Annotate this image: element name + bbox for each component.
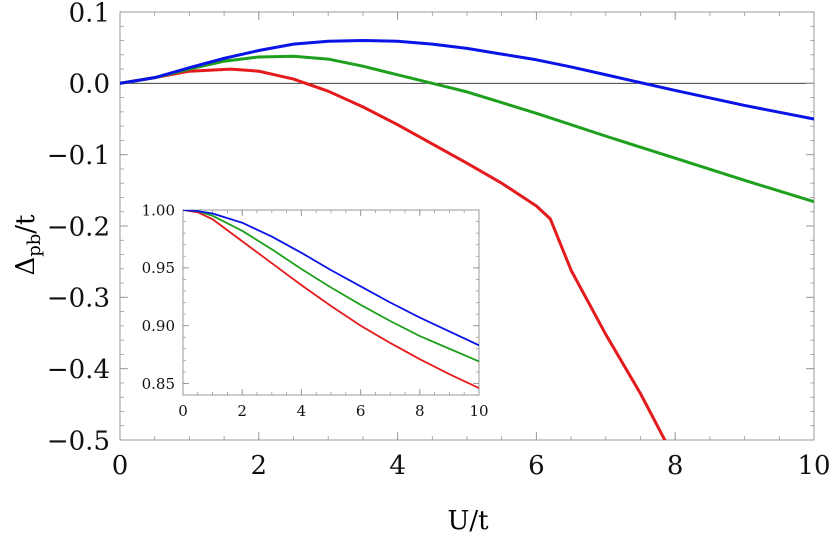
main-series-line-2 bbox=[120, 39, 814, 121]
main-x-tick-label: 0 bbox=[112, 451, 129, 481]
inset-x-tick-label: 0 bbox=[178, 402, 188, 420]
inset-x-tick-label: 6 bbox=[356, 402, 366, 420]
main-y-tick-label: −0.2 bbox=[47, 212, 110, 242]
inset-y-tick-label: 0.85 bbox=[142, 375, 175, 393]
main-y-tick-label: −0.3 bbox=[47, 284, 110, 314]
inset-series-group bbox=[183, 210, 479, 389]
inset-series-line-1 bbox=[183, 210, 479, 363]
main-y-tick-label: 0.0 bbox=[69, 70, 110, 100]
main-x-tick-label: 2 bbox=[251, 451, 268, 481]
main-y-tick-label: −0.5 bbox=[47, 426, 110, 456]
y-axis-label-subscript: pb bbox=[24, 234, 45, 257]
y-axis-label-main: Δ bbox=[11, 257, 41, 276]
main-x-tick-label: 4 bbox=[389, 451, 406, 481]
main-y-tick-label: 0.1 bbox=[69, 0, 110, 28]
inset-series-line-2 bbox=[183, 210, 479, 347]
main-x-tick-label: 6 bbox=[528, 451, 545, 481]
inset-x-tick-label: 10 bbox=[469, 402, 488, 420]
main-y-tick-label: −0.4 bbox=[47, 355, 110, 385]
main-x-tick-label: 8 bbox=[667, 451, 684, 481]
inset-x-tick-label: 2 bbox=[237, 402, 247, 420]
main-series-line-1 bbox=[120, 54, 814, 204]
y-axis-label-tail: /t bbox=[11, 214, 41, 234]
inset-x-tick-label: 4 bbox=[297, 402, 307, 420]
main-series-line-0 bbox=[120, 67, 667, 440]
y-axis-label: Δpb/t bbox=[11, 214, 45, 276]
x-axis-label: U/t bbox=[447, 506, 489, 535]
inset-y-tick-label: 1.00 bbox=[142, 201, 175, 219]
inset-series-line-0 bbox=[183, 210, 479, 389]
main-series-group bbox=[120, 39, 814, 440]
inset-y-tick-label: 0.95 bbox=[142, 259, 175, 277]
main-y-tick-label: −0.1 bbox=[47, 141, 110, 171]
main-x-tick-label: 10 bbox=[797, 451, 830, 481]
inset-x-tick-label: 8 bbox=[415, 402, 425, 420]
inset-y-tick-label: 0.90 bbox=[142, 317, 175, 335]
inset-plot: 0 2 4 6 8 10 1.00 0.95 0.90 0.85 bbox=[142, 201, 489, 420]
